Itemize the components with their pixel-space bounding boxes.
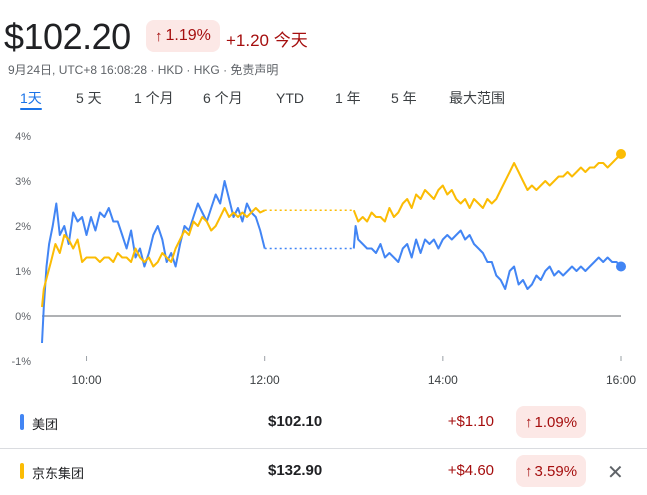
series-endpoint-1 — [616, 149, 626, 159]
series-line-morning-0 — [41, 180, 266, 344]
series-endpoint-0 — [616, 261, 626, 272]
stock-change: +$4.60 — [447, 462, 494, 479]
x-tick-label: 12:00 — [250, 373, 280, 387]
current-price: $102.20 — [4, 16, 131, 57]
series-line-afternoon-1 — [352, 153, 622, 223]
x-tick-label: 10:00 — [72, 373, 102, 387]
series-color-swatch — [20, 414, 24, 430]
tab-5-days[interactable]: 5 天 — [76, 90, 102, 106]
y-tick-label: -1% — [11, 356, 31, 368]
arrow-up-icon: ↑ — [525, 462, 533, 480]
x-tick-label: 16:00 — [606, 373, 636, 387]
series-line-afternoon-0 — [352, 225, 622, 290]
comparison-row-meituan[interactable]: 美团 $102.10 +$1.10 ↑ 1.09% — [0, 401, 647, 443]
quote-metadata: 9月24日, UTC+8 16:08:28 · HKD · HKG · 免责声明 — [8, 63, 279, 77]
stock-name: 美团 — [32, 417, 59, 432]
y-tick-label: 4% — [15, 131, 31, 143]
stock-percent-value: 3.59% — [534, 462, 578, 480]
tab-6-months[interactable]: 6 个月 — [203, 90, 243, 106]
y-tick-label: 3% — [15, 176, 31, 188]
remove-comparison-close-icon[interactable]: ✕ — [607, 462, 624, 484]
time-range-tabs: 1天 5 天 1 个月 6 个月 YTD 1 年 5 年 最大范围 — [0, 88, 647, 118]
stock-price: $132.90 — [268, 462, 323, 479]
percent-change-badge: ↑ 1.19% — [146, 20, 220, 52]
stock-name: 京东集团 — [32, 466, 85, 481]
row-divider — [0, 448, 647, 449]
x-tick-label: 14:00 — [428, 373, 458, 387]
tab-1-month[interactable]: 1 个月 — [134, 90, 174, 106]
stock-change: +$1.10 — [447, 413, 494, 430]
y-tick-label: 0% — [15, 311, 31, 323]
stock-percent-badge: ↑ 3.59% — [516, 455, 587, 487]
comparison-row-jd[interactable]: 京东集团 $132.90 +$4.60 ↑ 3.59% ✕ — [0, 450, 647, 492]
series-color-swatch — [20, 463, 24, 479]
price-comparison-chart[interactable]: 4% 3% 2% 1% 0% -1% 10:00 12:00 14:00 16:00 — [0, 120, 647, 390]
tab-5-years[interactable]: 5 年 — [391, 90, 417, 106]
tab-ytd[interactable]: YTD — [276, 90, 304, 106]
stock-percent-value: 1.09% — [534, 413, 578, 431]
series-line-morning-1 — [41, 207, 266, 308]
y-tick-label: 2% — [15, 221, 31, 233]
arrow-up-icon: ↑ — [525, 413, 533, 431]
absolute-change: +1.20 今天 — [226, 31, 308, 50]
percent-change-value: 1.19% — [165, 27, 211, 44]
tab-1-day[interactable]: 1天 — [20, 88, 42, 116]
y-tick-label: 1% — [15, 266, 31, 278]
arrow-up-icon: ↑ — [155, 27, 163, 45]
tab-max-range[interactable]: 最大范围 — [449, 90, 505, 106]
stock-percent-badge: ↑ 1.09% — [516, 406, 587, 438]
stock-price: $102.10 — [268, 413, 323, 430]
tab-1-year[interactable]: 1 年 — [335, 90, 361, 106]
